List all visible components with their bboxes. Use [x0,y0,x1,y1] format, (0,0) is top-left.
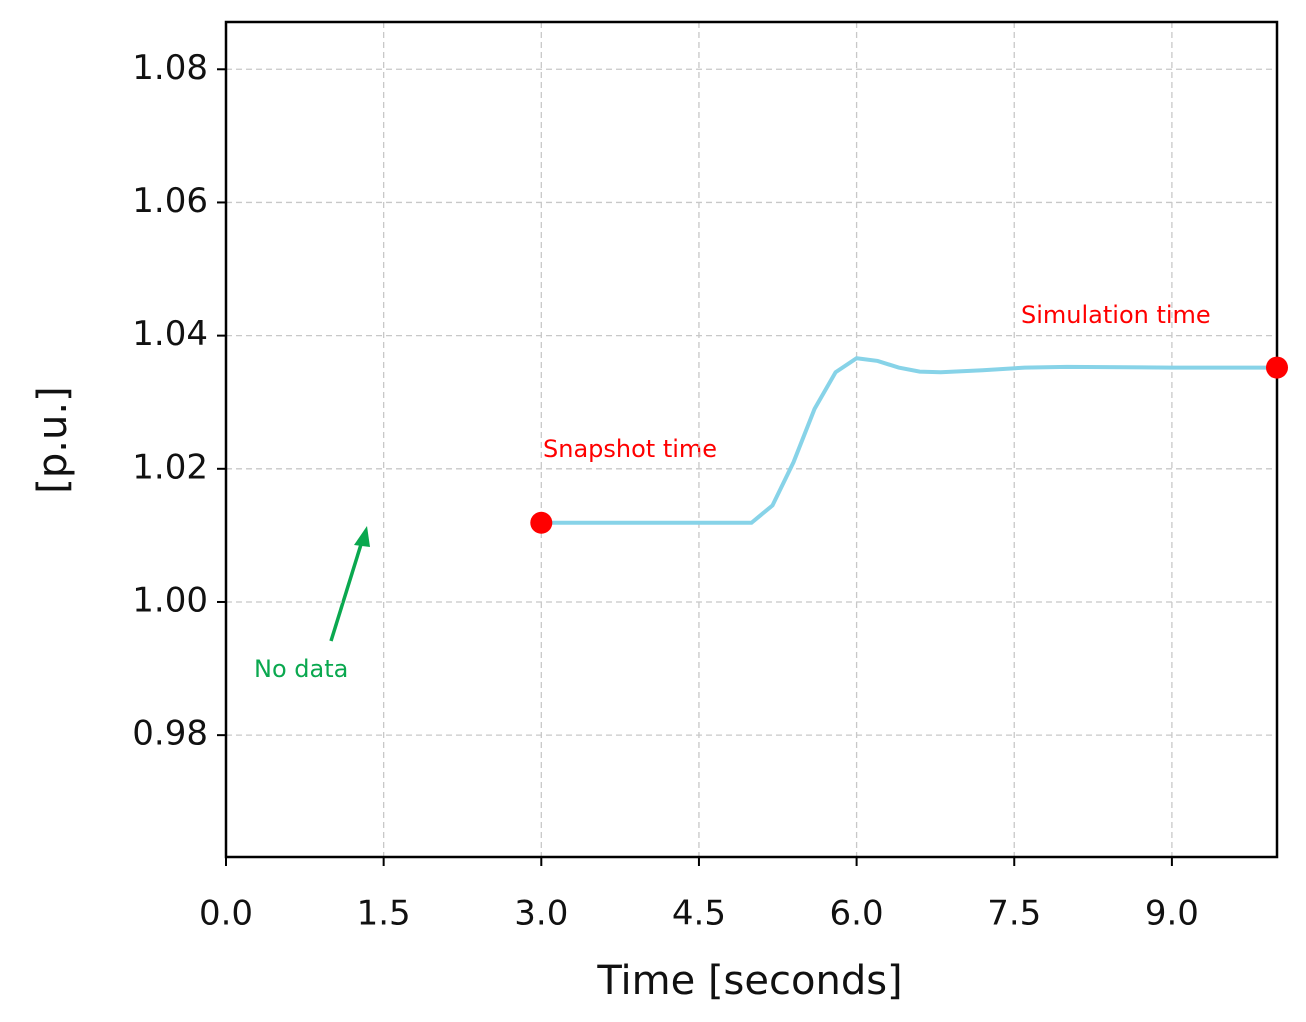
y-tick-label: 1.04 [132,314,208,354]
data-line [541,356,1277,525]
x-axis-label: Time [seconds] [596,958,902,1004]
x-tick-label: 9.0 [1145,894,1199,934]
x-tick-label: 0.0 [199,894,253,934]
y-tick-label: 1.02 [132,447,208,487]
y-tick-label: 0.98 [132,714,208,754]
y-tick-label: 1.08 [132,48,208,88]
x-tick-label: 3.0 [514,894,568,934]
x-tick-label: 4.5 [672,894,726,934]
marker [530,511,553,534]
y-axis-label: [p.u.] [30,386,76,493]
plot-frame [224,20,1279,859]
marker [1266,356,1288,379]
annotation: Snapshot time [543,435,717,463]
arrow-head [354,526,370,547]
annotation: No data [254,655,348,683]
y-tick-label: 1.00 [132,580,208,620]
annotation-arrow [329,537,365,642]
x-tick-label: 7.5 [987,894,1041,934]
y-tick-label: 1.06 [132,181,208,221]
x-tick-label: 1.5 [357,894,411,934]
x-tick-label: 6.0 [830,894,884,934]
annotation: Simulation time [1021,301,1211,329]
